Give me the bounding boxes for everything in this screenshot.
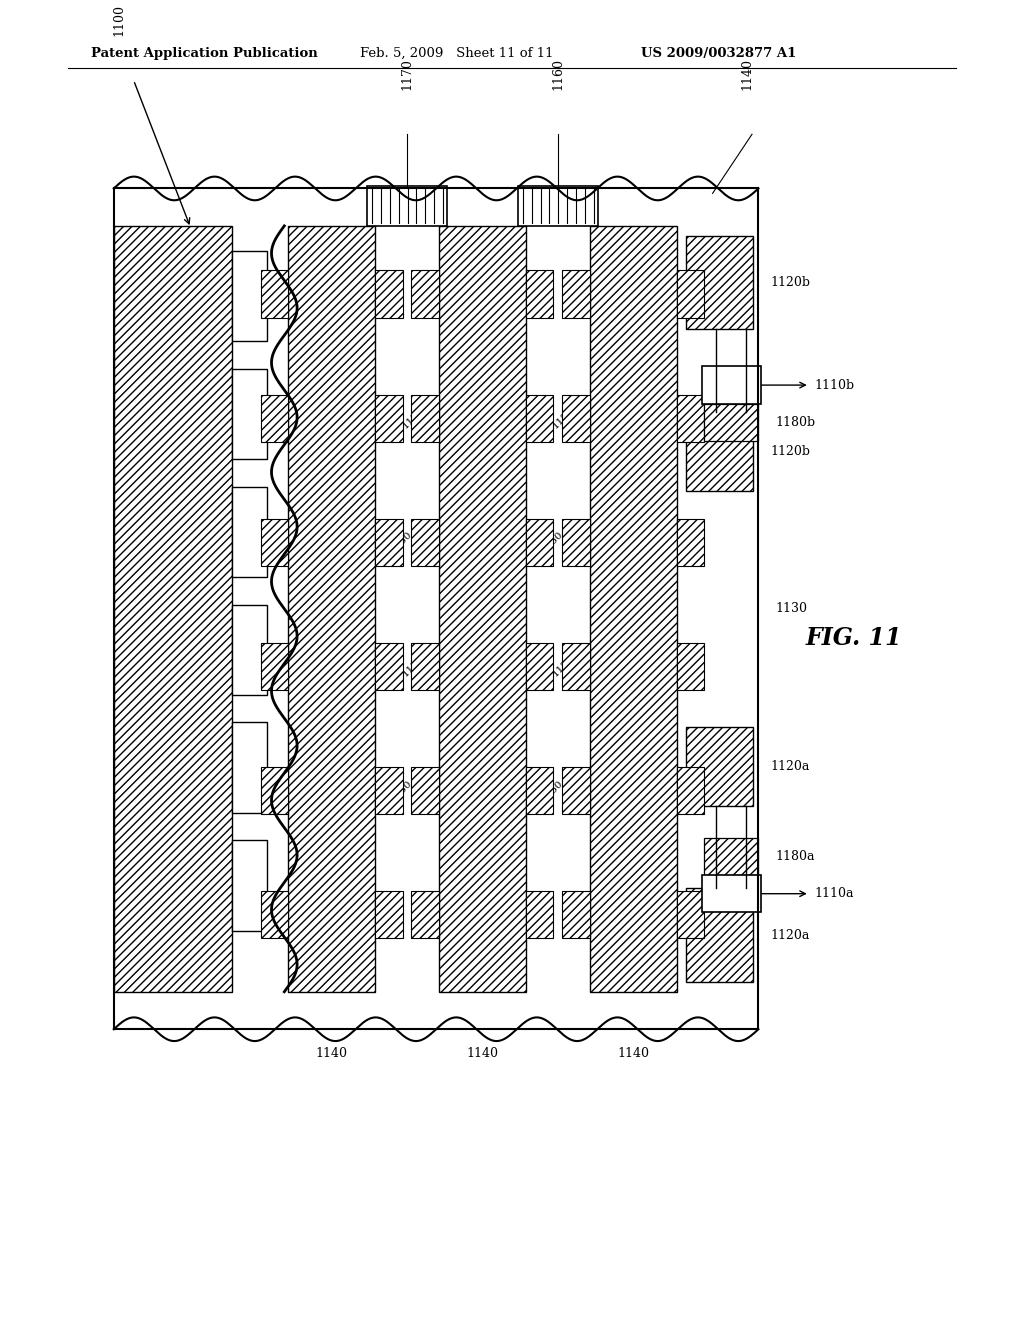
Text: 1160: 1160 — [551, 58, 564, 90]
Bar — [375, 643, 402, 690]
Bar — [261, 891, 288, 939]
Text: US 2009/0032877 A1: US 2009/0032877 A1 — [641, 46, 797, 59]
Bar — [686, 727, 754, 807]
Text: 1190a: 1190a — [716, 890, 749, 898]
Bar — [368, 186, 446, 226]
Text: 1120a: 1120a — [770, 928, 810, 941]
Bar — [261, 271, 288, 318]
Bar — [677, 891, 705, 939]
Bar — [716, 807, 745, 888]
Bar — [590, 226, 677, 991]
Text: 1150: 1150 — [400, 653, 426, 678]
Bar — [232, 722, 266, 813]
Bar — [232, 251, 266, 341]
Bar — [261, 395, 288, 442]
Bar — [288, 226, 375, 991]
Bar — [525, 519, 553, 566]
Text: 1120b: 1120b — [770, 276, 810, 289]
Text: 1190b: 1190b — [715, 380, 749, 389]
Bar — [562, 395, 590, 442]
Bar — [375, 891, 402, 939]
Bar — [562, 643, 590, 690]
Bar — [562, 271, 590, 318]
Text: 1150: 1150 — [400, 405, 426, 430]
Text: 1110a: 1110a — [815, 887, 854, 900]
Text: 1180b: 1180b — [775, 416, 815, 429]
Bar — [525, 891, 553, 939]
Bar — [705, 404, 759, 441]
Bar — [686, 888, 754, 982]
Bar — [525, 643, 553, 690]
Bar — [525, 767, 553, 814]
Text: 1140: 1140 — [315, 1047, 347, 1060]
Bar — [439, 226, 525, 991]
Bar — [261, 643, 288, 690]
Bar — [412, 271, 439, 318]
Bar — [375, 271, 402, 318]
Text: FIG. 11: FIG. 11 — [806, 627, 902, 651]
Bar — [677, 271, 705, 318]
Bar — [114, 189, 759, 1030]
Bar — [412, 519, 439, 566]
Bar — [232, 605, 266, 694]
Bar — [677, 519, 705, 566]
Bar — [562, 767, 590, 814]
Text: Feb. 5, 2009   Sheet 11 of 11: Feb. 5, 2009 Sheet 11 of 11 — [360, 46, 554, 59]
Bar — [518, 186, 598, 226]
Bar — [525, 271, 553, 318]
Text: 1150: 1150 — [388, 529, 414, 554]
Text: 1150: 1150 — [540, 529, 564, 554]
Bar — [677, 767, 705, 814]
Bar — [412, 643, 439, 690]
Text: 1170: 1170 — [400, 58, 414, 90]
Text: 1100: 1100 — [113, 4, 125, 36]
Bar — [375, 519, 402, 566]
Bar — [412, 891, 439, 939]
Bar — [562, 519, 590, 566]
Bar — [525, 395, 553, 442]
Text: 1120b: 1120b — [770, 445, 810, 458]
Text: Patent Application Publication: Patent Application Publication — [91, 46, 317, 59]
Bar — [375, 395, 402, 442]
Bar — [686, 236, 754, 330]
Bar — [677, 643, 705, 690]
Text: 1120a: 1120a — [770, 760, 810, 774]
Bar — [562, 891, 590, 939]
Text: 1130: 1130 — [775, 602, 807, 615]
Text: 1150: 1150 — [551, 653, 577, 678]
Bar — [677, 395, 705, 442]
Bar — [232, 368, 266, 459]
Bar — [702, 875, 762, 912]
Text: 1150: 1150 — [388, 777, 414, 803]
Bar — [686, 412, 754, 491]
Text: 1150: 1150 — [540, 777, 564, 803]
Text: 1140: 1140 — [466, 1047, 499, 1060]
Bar — [716, 330, 745, 412]
Bar — [261, 519, 288, 566]
Text: 1110b: 1110b — [815, 379, 855, 392]
Bar — [114, 226, 232, 991]
Bar — [702, 367, 762, 404]
Bar — [705, 837, 759, 875]
Text: 1180a: 1180a — [775, 850, 815, 863]
Text: 1150: 1150 — [551, 405, 577, 430]
Bar — [232, 487, 266, 577]
Bar — [412, 767, 439, 814]
Bar — [261, 767, 288, 814]
Text: 1140: 1140 — [617, 1047, 649, 1060]
Bar — [232, 841, 266, 931]
Bar — [375, 767, 402, 814]
Text: 1140: 1140 — [740, 58, 754, 90]
Bar — [412, 395, 439, 442]
